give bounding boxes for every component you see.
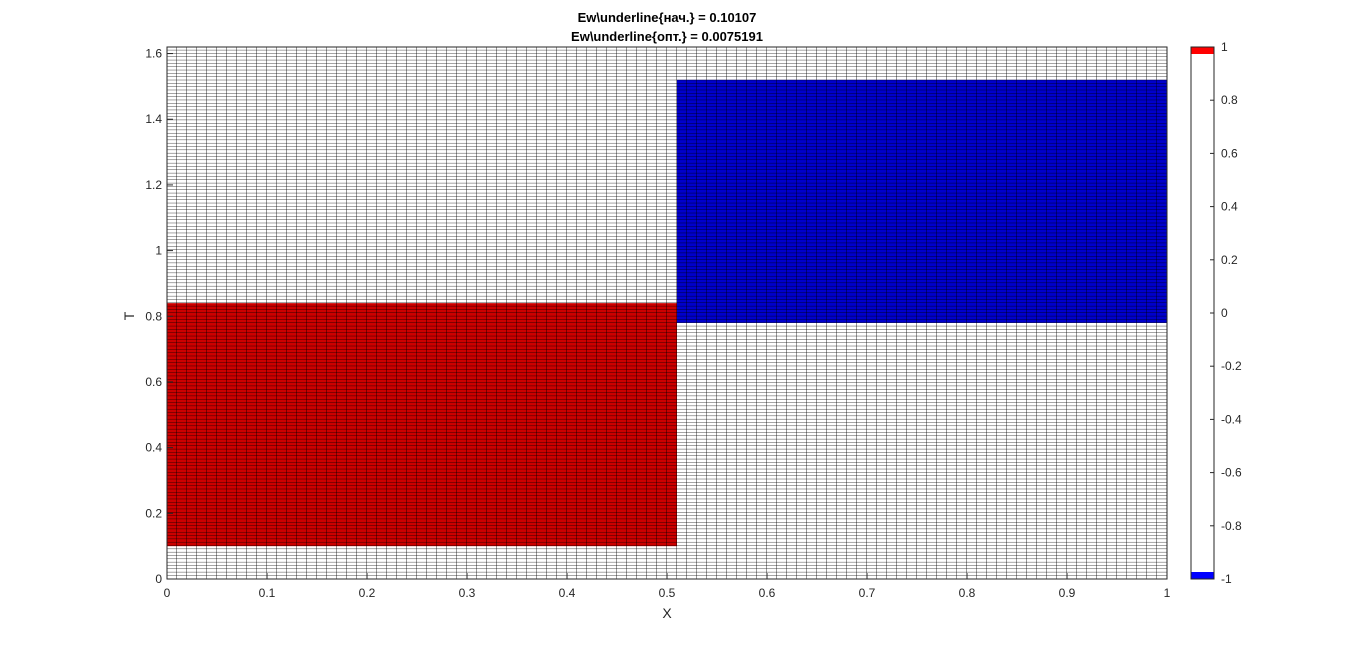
y-tick-label: 0.6 xyxy=(145,375,162,389)
y-tick-label: 1.6 xyxy=(145,47,162,61)
colorbar-tick-label: 1 xyxy=(1221,40,1228,54)
colorbar-tick-label: -0.2 xyxy=(1221,359,1242,373)
x-tick-label: 1 xyxy=(1164,586,1171,600)
y-tick-label: 0.2 xyxy=(145,506,162,520)
x-tick-label: 0.3 xyxy=(459,586,476,600)
y-tick-label: 1 xyxy=(155,244,162,258)
x-tick-label: 0.9 xyxy=(1059,586,1076,600)
chart-title: Ew\underline{нач.} = 0.10107 Ew\underlin… xyxy=(571,10,763,44)
colorbar-tick-label: 0.6 xyxy=(1221,146,1238,160)
x-tick-label: 0.2 xyxy=(359,586,376,600)
x-tick-label: 0.5 xyxy=(659,586,676,600)
colorbar-tick-label: -1 xyxy=(1221,572,1232,586)
x-tick-label: 0.8 xyxy=(959,586,976,600)
x-tick-label: 0 xyxy=(164,586,171,600)
y-tick-label: 1.4 xyxy=(145,112,162,126)
x-axis-label: X xyxy=(662,605,672,621)
plot-area xyxy=(166,46,1168,580)
colorbar-tick-label: 0 xyxy=(1221,306,1228,320)
colorbar-tick-label: 0.4 xyxy=(1221,200,1238,214)
y-axis-ticks: 0 0.2 0.4 0.6 0.8 1 1.2 1.4 1.6 xyxy=(145,47,173,586)
colorbar-tick-label: -0.6 xyxy=(1221,466,1242,480)
x-tick-label: 0.7 xyxy=(859,586,876,600)
mesh-grid xyxy=(167,47,1167,579)
chart-title-line-2: Ew\underline{опт.} = 0.0075191 xyxy=(571,29,763,44)
y-tick-label: 0.4 xyxy=(145,441,162,455)
colorbar: -1 -0.8 -0.6 -0.4 -0.2 0 0.2 0.4 0.6 0.8 1 xyxy=(1190,40,1242,586)
x-tick-label: 0.4 xyxy=(559,586,576,600)
colorbar-tick-label: 0.8 xyxy=(1221,93,1238,107)
colorbar-tick-label: -0.4 xyxy=(1221,412,1242,426)
y-tick-label: 0.8 xyxy=(145,309,162,323)
colorbar-middle xyxy=(1191,47,1214,579)
x-tick-label: 0.1 xyxy=(259,586,276,600)
y-tick-label: 1.2 xyxy=(145,178,162,192)
x-tick-label: 0.6 xyxy=(759,586,776,600)
colorbar-top-band xyxy=(1191,47,1214,54)
colorbar-bottom-band xyxy=(1191,572,1214,579)
colorbar-tick-label: -0.8 xyxy=(1221,519,1242,533)
y-axis-label: T xyxy=(121,311,137,320)
colorbar-tick-label: 0.2 xyxy=(1221,253,1238,267)
chart-title-line-1: Ew\underline{нач.} = 0.10107 xyxy=(578,10,757,25)
y-tick-label: 0 xyxy=(155,572,162,586)
x-axis-ticks: 0 0.1 0.2 0.3 0.4 0.5 0.6 0.7 0.8 0.9 1 xyxy=(164,573,1171,600)
